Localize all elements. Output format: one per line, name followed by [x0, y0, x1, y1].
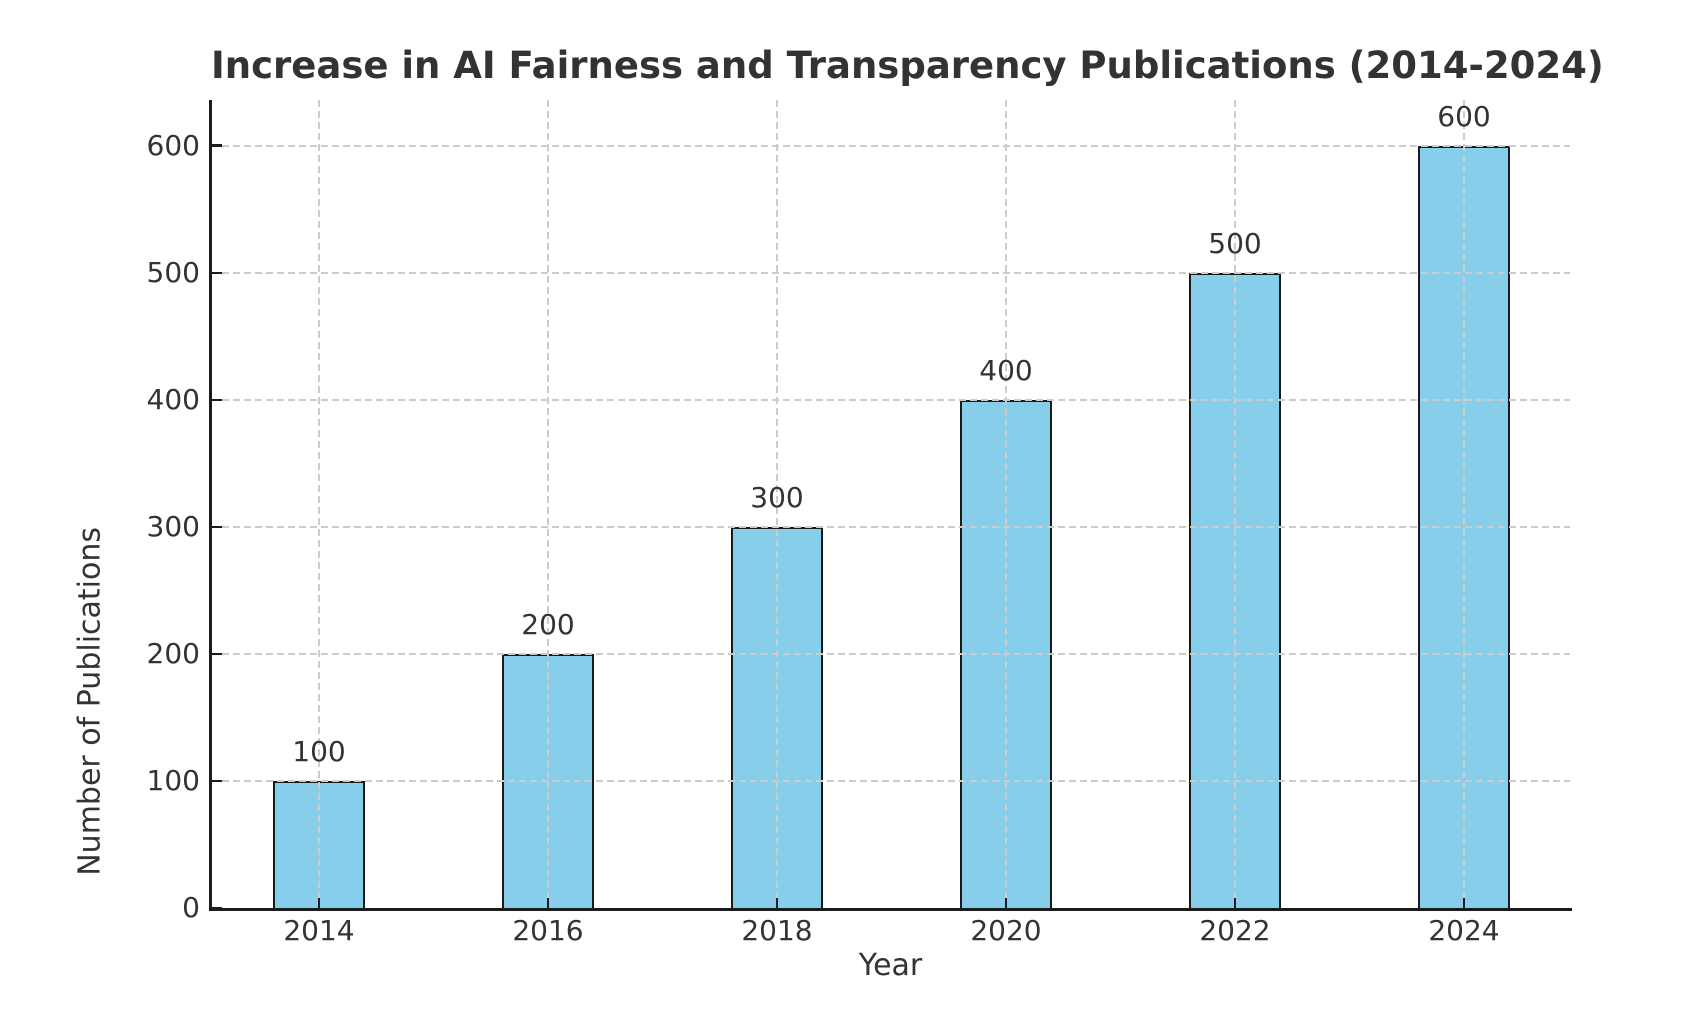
y-tick-label: 300: [146, 509, 200, 543]
v-gridline: [547, 100, 549, 908]
plot-area: 100 200 300 400 500 600: [209, 99, 1572, 911]
bar-value-label: 100: [292, 734, 346, 768]
y-tick-mark: [212, 779, 222, 783]
x-tick-label: 2022: [1199, 914, 1271, 947]
h-gridline: [211, 144, 1570, 147]
bar-value-label: 500: [1208, 226, 1262, 260]
y-axis-label-text: Number of Publications: [72, 526, 107, 876]
h-gridline: [211, 779, 1570, 782]
bar-value-label: 600: [1437, 99, 1491, 133]
y-tick-mark: [212, 271, 222, 275]
chart-title: Increase in AI Fairness and Transparency…: [211, 44, 1604, 87]
x-tick-mark: [1462, 898, 1466, 908]
y-tick-label: 200: [146, 636, 200, 670]
y-tick-label: 400: [146, 382, 200, 416]
h-gridline: [211, 271, 1570, 274]
y-tick-mark: [212, 525, 222, 529]
x-tick-label: 2016: [512, 914, 584, 947]
bar-value-label: 400: [979, 353, 1033, 387]
x-tick-label: 2024: [1428, 914, 1500, 947]
x-tick-mark: [1004, 898, 1008, 908]
v-gridline: [318, 100, 320, 908]
y-tick-mark: [212, 398, 222, 402]
v-gridline: [776, 100, 778, 908]
v-gridline: [1005, 100, 1007, 908]
v-gridline: [1234, 100, 1236, 908]
h-gridline: [211, 398, 1570, 401]
y-axis-spine: [209, 100, 212, 911]
x-tick-mark: [546, 898, 550, 908]
x-axis-spine: [209, 908, 1572, 911]
v-gridline: [1463, 100, 1465, 908]
x-tick-label: 2018: [741, 914, 813, 947]
y-tick-label: 0: [182, 891, 200, 924]
bar-value-label: 200: [521, 607, 575, 641]
bar-value-label: 300: [750, 480, 804, 514]
x-tick-mark: [317, 898, 321, 908]
y-tick-label: 600: [146, 128, 200, 162]
y-tick-mark: [212, 652, 222, 656]
x-tick-label: 2014: [283, 914, 355, 947]
h-gridline: [211, 652, 1570, 655]
x-axis-label: Year: [858, 948, 923, 983]
y-tick-mark: [212, 906, 222, 910]
y-tick-mark: [212, 144, 222, 147]
y-tick-label: 100: [146, 763, 200, 797]
x-tick-mark: [775, 898, 779, 908]
h-gridline: [211, 525, 1570, 528]
x-tick-label: 2020: [970, 914, 1042, 947]
x-tick-mark: [1233, 898, 1237, 908]
y-tick-label: 500: [146, 255, 200, 289]
